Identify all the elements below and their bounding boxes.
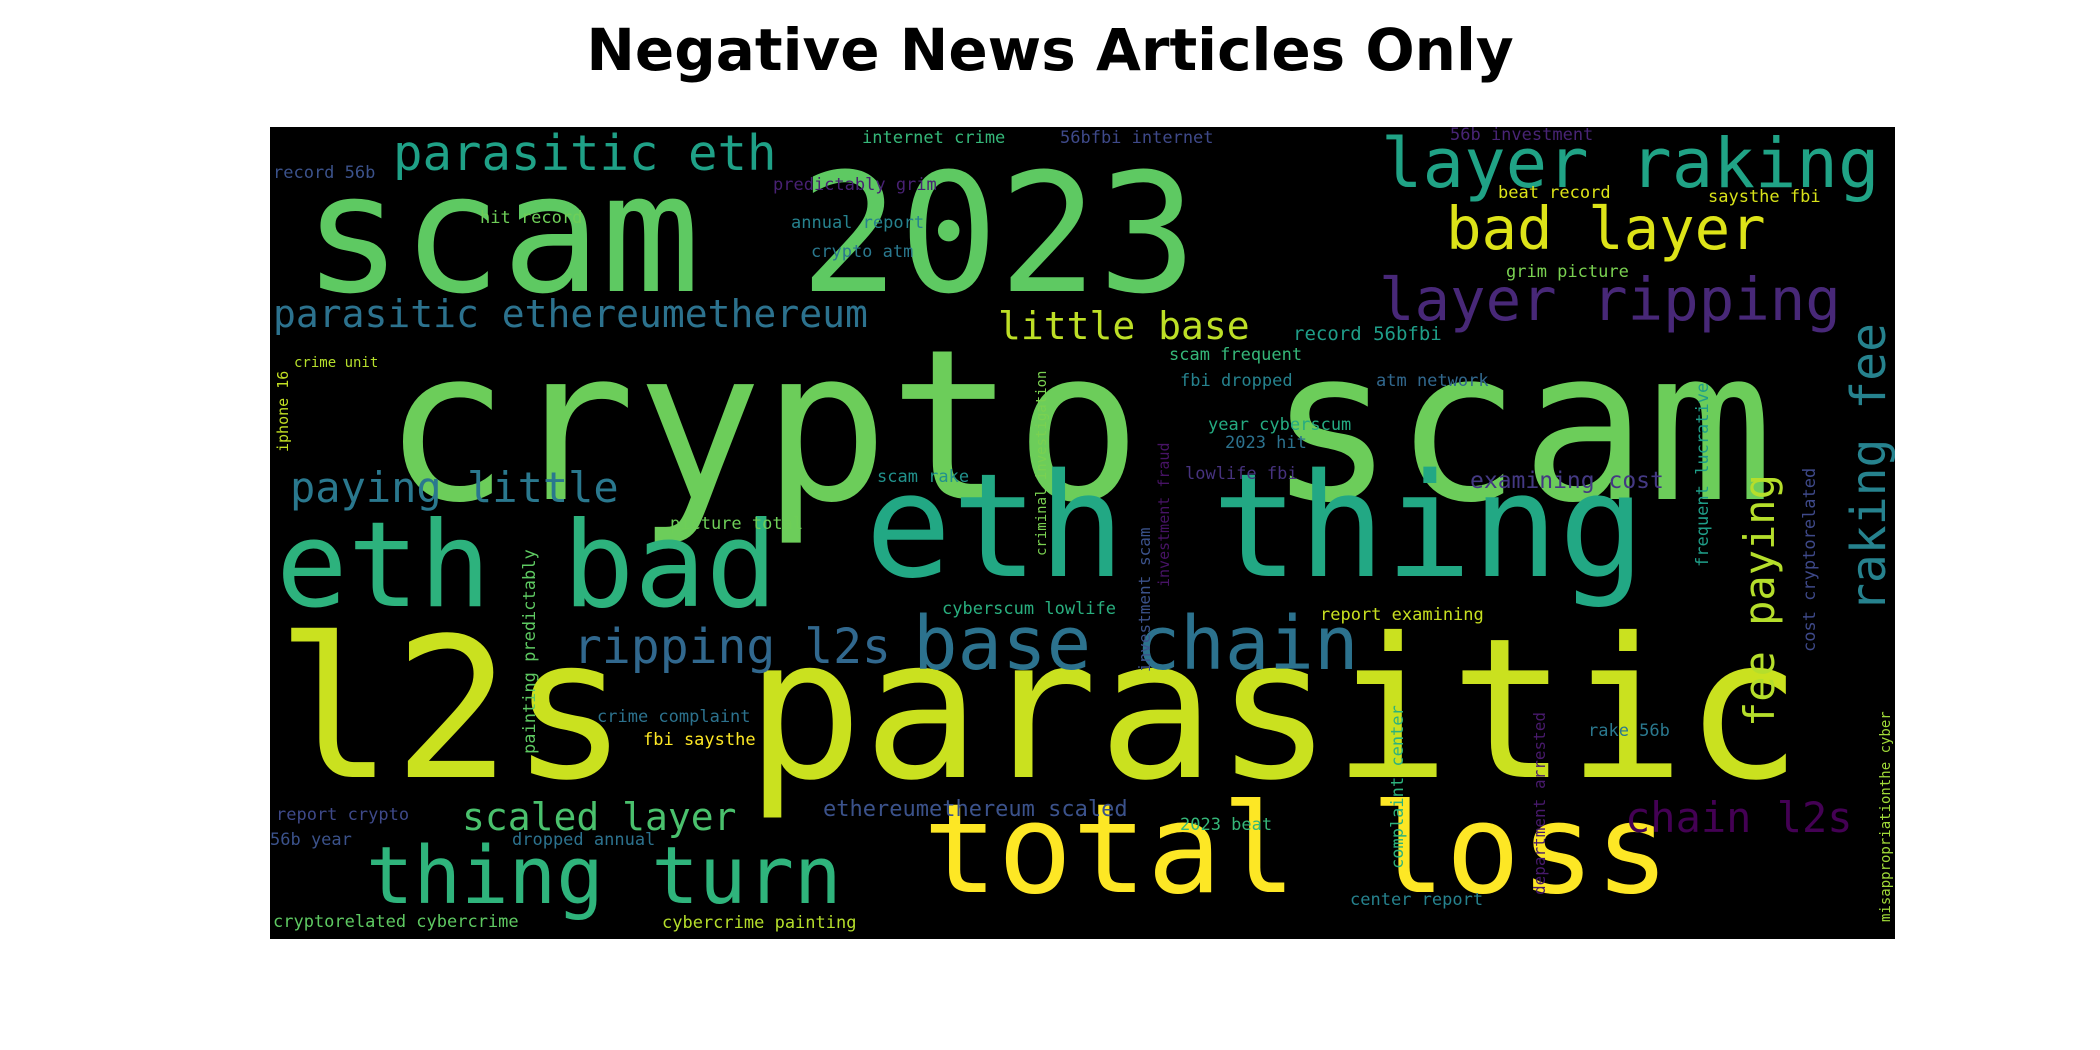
word-raking-fee: raking fee: [1841, 323, 1895, 612]
word-ripping-l2s: ripping l2s: [573, 619, 891, 675]
word-base-chain: base chain: [913, 601, 1359, 687]
word-cost-cryptorelated: cost cryptorelated: [1800, 467, 1820, 652]
word-complaint-center: complaint center: [1388, 705, 1408, 869]
word-2023-hit: 2023 hit: [1225, 433, 1307, 453]
word-scam-rake: scam rake: [877, 467, 970, 487]
word-crime-unit: crime unit: [294, 355, 379, 371]
word-cyberscum-lowlife: cyberscum lowlife: [942, 599, 1116, 619]
word-hit-record: hit record: [480, 208, 583, 228]
word-thing-turn: thing turn: [366, 830, 842, 922]
word-dropped-annual: dropped annual: [512, 830, 656, 850]
word-rake-56b: rake 56b: [1588, 721, 1670, 741]
word-layer-ripping: layer ripping: [1379, 265, 1841, 334]
word-scaled-layer: scaled layer: [462, 795, 737, 839]
word-crime-complaint: crime complaint: [597, 707, 751, 727]
word-examining-cost: examining cost: [1470, 468, 1664, 494]
word-annual-report: annual report: [791, 213, 925, 233]
word-center-report: center report: [1350, 890, 1484, 910]
word-56bfbi-internet: 56bfbi internet: [1060, 128, 1214, 148]
word-cryptorelated-cybercrime: cryptorelated cybercrime: [273, 912, 519, 932]
word-saysthe-fbi: saysthe fbi: [1708, 187, 1821, 207]
word-grim-picture: grim picture: [1506, 262, 1629, 282]
word-parasitic-ethereumethereum: parasitic ethereumethereum: [273, 292, 868, 336]
word-atm-network: atm network: [1376, 371, 1489, 391]
word-internet-crime: internet crime: [862, 128, 1006, 148]
word-painting-predictably: painting predictably: [520, 549, 540, 754]
word-frequent-lucrative: frequent lucrative: [1693, 382, 1713, 567]
word-chain-l2s: chain l2s: [1625, 793, 1853, 842]
word-crypto-scam: crypto scam: [383, 304, 1774, 549]
word-investment-fraud: investment fraud: [1155, 442, 1173, 588]
word-report-crypto: report crypto: [276, 805, 410, 825]
word-picture-total: picture total: [670, 514, 804, 534]
word-scam-frequent: scam frequent: [1169, 345, 1303, 365]
word-record-56b: record 56b: [273, 163, 376, 183]
word-ethereumethereum-scaled: ethereumethereum scaled: [823, 797, 1128, 822]
word-iphone-16: iphone 16: [274, 370, 292, 452]
word-beat-record: beat record: [1498, 183, 1611, 203]
word-investment-scam: investment scam: [1135, 527, 1154, 673]
word-fbi-saysthe: fbi saysthe: [643, 730, 756, 750]
word-department-arrested: department arrested: [1530, 711, 1549, 895]
word-cybercrime-painting: cybercrime painting: [662, 913, 857, 933]
word-paying-little: paying little: [290, 463, 619, 512]
word-criminal-investigation: criminal investigation: [1034, 370, 1050, 556]
word-scam-2023: scam 2023: [303, 138, 1198, 330]
word-total-loss: total loss: [923, 778, 1670, 922]
chart-title: Negative News Articles Only: [586, 16, 1514, 84]
word-layer-raking: layer raking: [1381, 127, 1880, 204]
word-lowlife-fbi: lowlife fbi: [1185, 464, 1298, 484]
word-record-56bfbi: record 56bfbi: [1293, 323, 1442, 345]
word-cloud: crypto scam scam 2023 l2s parasitic eth …: [270, 127, 1895, 939]
word-eth-bad: eth bad: [276, 497, 778, 635]
word-fbi-dropped: fbi dropped: [1180, 371, 1293, 391]
word-predictably-grim: predictably grim: [773, 175, 937, 195]
word-bad-layer: bad layer: [1446, 194, 1766, 263]
word-fee-paying: fee paying: [1735, 474, 1784, 727]
word-misappropriationthe-cyber: misappropriationthe cyber: [1878, 711, 1894, 922]
word-crypto-atm: crypto atm: [811, 242, 914, 262]
word-little-base: little base: [998, 304, 1250, 348]
word-l2s-parasitic: l2s parasitic: [276, 596, 1803, 823]
word-parasitic-eth: parasitic eth: [393, 127, 777, 182]
word-report-examining: report examining: [1320, 605, 1484, 625]
word-56b-investment: 56b investment: [1450, 127, 1594, 145]
word-2023-beat: 2023 beat: [1180, 815, 1273, 835]
word-year-cyberscum: year cyberscum: [1208, 415, 1352, 435]
word-56b-year: 56b year: [270, 830, 352, 850]
word-eth-thing: eth thing: [865, 442, 1646, 610]
